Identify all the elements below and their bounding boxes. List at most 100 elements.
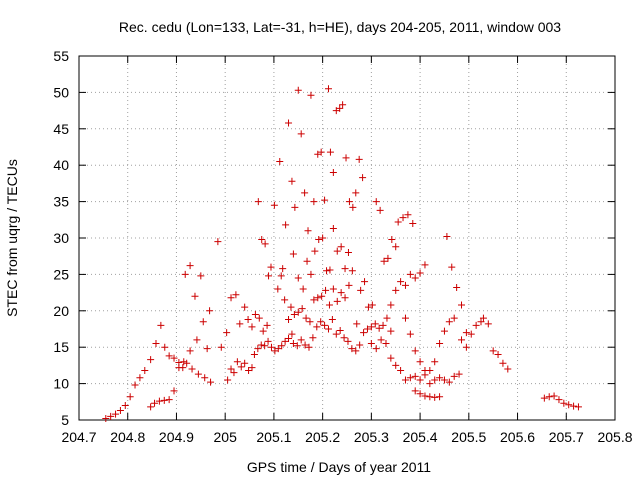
data-point <box>345 198 353 206</box>
data-point <box>363 325 371 333</box>
data-point <box>406 270 414 278</box>
data-point <box>297 336 305 344</box>
data-point <box>431 358 439 366</box>
data-point <box>421 261 429 269</box>
x-tick-label: 205.8 <box>597 429 632 445</box>
data-point <box>384 254 392 262</box>
data-point <box>394 218 402 226</box>
data-point <box>357 286 365 294</box>
data-point <box>147 403 155 411</box>
data-point <box>160 396 168 404</box>
data-point <box>450 314 458 322</box>
data-point <box>416 376 424 384</box>
data-point <box>294 308 302 316</box>
data-point <box>289 340 297 348</box>
data-point <box>371 320 379 328</box>
data-point <box>337 289 345 297</box>
data-point <box>263 321 271 329</box>
data-point <box>227 294 235 302</box>
data-point <box>203 345 211 353</box>
data-point <box>303 257 311 265</box>
data-point <box>448 263 456 271</box>
data-point <box>131 381 139 389</box>
data-point <box>484 320 492 328</box>
data-point <box>450 372 458 380</box>
data-point <box>257 341 265 349</box>
x-tick-label: 205 <box>214 429 238 445</box>
data-point <box>367 323 375 331</box>
data-point <box>267 343 275 351</box>
data-point <box>387 301 395 309</box>
data-point <box>324 325 332 333</box>
data-point <box>360 329 368 337</box>
data-point <box>411 347 419 355</box>
data-point <box>294 86 302 94</box>
data-point <box>157 321 165 329</box>
data-point <box>317 318 325 326</box>
data-point <box>230 369 238 377</box>
data-point <box>397 366 405 374</box>
data-point <box>458 336 466 344</box>
data-point <box>332 330 340 338</box>
data-point <box>259 327 267 335</box>
data-point <box>254 345 262 353</box>
y-tick-label: 55 <box>53 48 69 64</box>
data-point <box>319 234 327 242</box>
data-point <box>352 189 360 197</box>
data-point <box>462 343 470 351</box>
data-point <box>155 397 163 405</box>
data-point <box>310 296 318 304</box>
data-point <box>372 345 380 353</box>
data-point <box>126 393 134 401</box>
data-point <box>279 265 287 273</box>
data-point <box>299 285 307 293</box>
x-tick-label: 205.6 <box>500 429 535 445</box>
x-tick-label: 204.7 <box>61 429 96 445</box>
x-tick-label: 205.3 <box>354 429 389 445</box>
data-point <box>265 272 273 280</box>
data-point <box>251 310 259 318</box>
data-point <box>165 396 173 404</box>
data-point <box>489 347 497 355</box>
data-point <box>426 380 434 388</box>
data-point <box>436 393 444 401</box>
data-point <box>340 334 348 342</box>
data-point <box>348 267 356 275</box>
data-point <box>278 342 286 350</box>
data-point <box>416 358 424 366</box>
data-point <box>333 297 341 305</box>
data-point <box>462 329 470 337</box>
data-point <box>326 266 334 274</box>
data-point <box>352 347 360 355</box>
data-point <box>337 243 345 251</box>
data-point <box>298 305 306 313</box>
data-point <box>550 392 558 400</box>
data-point <box>421 366 429 374</box>
x-tick-label: 204.8 <box>110 429 145 445</box>
x-axis-label: GPS time / Days of year 2011 <box>247 459 431 475</box>
data-point <box>141 366 149 374</box>
x-tick-label: 205.7 <box>549 429 584 445</box>
data-point <box>399 214 407 222</box>
x-tick-label: 204.9 <box>159 429 194 445</box>
data-point <box>255 314 263 322</box>
data-point <box>455 370 463 378</box>
data-point <box>416 390 424 398</box>
x-tick-label: 205.4 <box>403 429 438 445</box>
data-point <box>380 257 388 265</box>
data-point <box>194 370 202 378</box>
data-point <box>165 352 173 360</box>
data-point <box>383 314 391 322</box>
data-point <box>197 272 205 280</box>
data-point <box>250 350 258 358</box>
data-point <box>191 292 199 300</box>
data-point <box>147 356 155 364</box>
data-point <box>368 301 376 309</box>
data-point <box>245 366 253 374</box>
data-point <box>324 85 332 93</box>
data-point <box>102 415 110 423</box>
data-point <box>152 340 160 348</box>
data-point <box>183 359 191 367</box>
data-point <box>307 91 315 99</box>
data-point <box>379 321 387 329</box>
